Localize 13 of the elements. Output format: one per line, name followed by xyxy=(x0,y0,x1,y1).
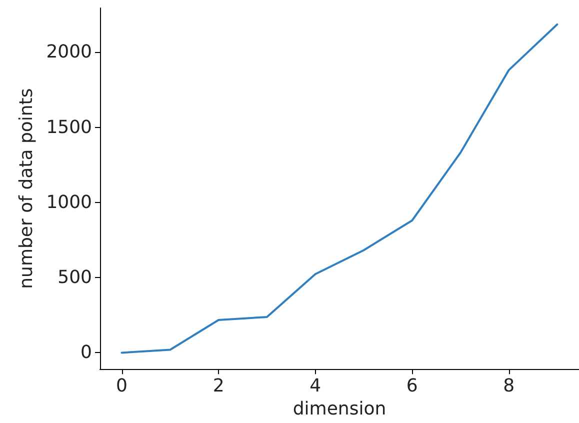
y-tick-label: 1500 xyxy=(46,116,92,138)
y-tick-label: 0 xyxy=(80,342,92,364)
x-axis-title: dimension xyxy=(292,398,386,420)
x-tick-label: 8 xyxy=(503,376,515,397)
x-tick-label: 0 xyxy=(116,376,128,397)
y-tick-label: 1000 xyxy=(46,192,92,213)
y-tick-label: 500 xyxy=(58,267,92,288)
line-series xyxy=(120,23,558,354)
y-tick-label: 2000 xyxy=(46,42,92,63)
x-tick-label: 6 xyxy=(406,376,418,397)
x-tick-label: 2 xyxy=(212,376,224,397)
y-axis-title: number of data points xyxy=(16,88,37,289)
x-tick-label: 4 xyxy=(310,376,322,397)
